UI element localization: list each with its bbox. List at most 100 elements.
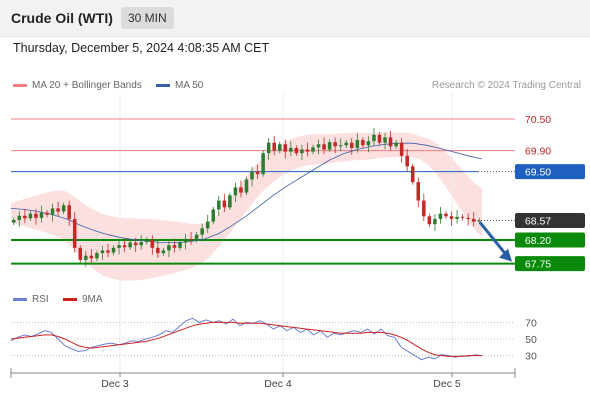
level-label-70-50: 70.50 (525, 114, 551, 126)
rsi-tick-label: 30 (525, 351, 537, 363)
legend-ma20: MA 20 + Bollinger Bands (13, 80, 142, 91)
legend-rsi-ma-label: 9MA (82, 294, 103, 305)
candle-body (272, 142, 276, 151)
candle-body (366, 141, 371, 146)
candle-body (383, 137, 387, 143)
candle-body (144, 239, 149, 243)
candle-body (277, 144, 282, 151)
candle-body (466, 217, 470, 219)
candle-body (200, 228, 204, 235)
candle-body (28, 213, 33, 219)
level-tag-67-75 (515, 256, 585, 272)
candle-body (416, 182, 421, 201)
rsi-ma-line (10, 321, 482, 357)
candle-body (377, 134, 382, 143)
candle-body (405, 155, 409, 167)
level-tag-69-50 (515, 164, 585, 180)
candle-body (311, 147, 315, 152)
level-label-68-20: 68.20 (525, 235, 551, 247)
candle-body (156, 247, 160, 254)
candle-body (50, 208, 55, 215)
candle-body (228, 195, 232, 208)
candle-body (438, 213, 443, 219)
interval-badge[interactable]: 30 MIN (121, 7, 174, 29)
candle-body (266, 142, 271, 154)
candle-body (150, 239, 155, 248)
candle-body (78, 247, 83, 260)
rsi-ma-swatch (63, 297, 77, 301)
candle-body (327, 142, 332, 150)
candle-body (133, 242, 138, 246)
candle-body (111, 247, 116, 253)
candle-body (84, 255, 88, 260)
candle-body (433, 218, 437, 225)
candle-body (294, 147, 299, 154)
legend-ma50-label: MA 50 (175, 80, 204, 91)
candle-body (261, 153, 265, 175)
legend-ma20-label: MA 20 + Bollinger Bands (32, 80, 142, 91)
candle-body (11, 219, 16, 223)
candle-body (189, 238, 193, 240)
ma50-swatch (156, 83, 170, 87)
candle-body (89, 255, 94, 259)
candle-body (477, 220, 482, 222)
candle-body (289, 147, 293, 152)
legend-rsi: RSI (13, 294, 49, 305)
candle-body (106, 250, 110, 253)
candle-body (167, 245, 171, 251)
header-bar: Crude Oil (WTI) 30 MIN (0, 0, 590, 37)
rsi-line (10, 317, 483, 361)
candle-body (178, 242, 182, 248)
candle-body (444, 213, 448, 217)
candle-body (455, 216, 459, 219)
candle-body (410, 166, 415, 183)
candle-body (355, 140, 360, 148)
candle-body (394, 142, 398, 147)
candle-body (300, 149, 304, 154)
candle-body (117, 245, 121, 248)
candle-body (322, 144, 326, 150)
candle-body (471, 218, 476, 222)
candle-body (39, 212, 44, 218)
candle-body (305, 149, 310, 152)
candle-body (17, 215, 22, 220)
rsi-tick-label: 70 (525, 317, 537, 329)
candle-body (372, 134, 376, 142)
candle-body (161, 250, 166, 254)
candle-body (100, 250, 105, 254)
candle-body (122, 245, 127, 248)
candle-body (139, 242, 143, 246)
level-label-67-75: 67.75 (525, 259, 551, 271)
candle-body (233, 187, 238, 196)
timestamp: Thursday, December 5, 2024 4:08:35 AM CE… (13, 41, 270, 55)
candle-body (61, 205, 66, 212)
candle-body (399, 142, 404, 156)
level-label-69-50: 69.50 (525, 167, 551, 179)
candle-body (255, 171, 260, 175)
candle-body (283, 144, 288, 152)
legend-rsi-ma: 9MA (63, 294, 103, 305)
candle-body (350, 142, 354, 148)
candle-body (388, 137, 393, 147)
level-label-69-90: 69.90 (525, 146, 551, 158)
instrument-title: Crude Oil (WTI) (11, 10, 113, 26)
candle-body (460, 216, 465, 218)
forecast-arrow-head (499, 248, 512, 262)
candle-body (72, 218, 77, 248)
legend-ma50: MA 50 (156, 80, 203, 91)
candle-body (244, 179, 249, 193)
candle-body (333, 142, 337, 147)
candle-body (239, 187, 243, 193)
candle-body (361, 140, 365, 146)
x-tick-label: Dec 4 (264, 378, 292, 390)
candle-body (23, 215, 27, 219)
x-tick-label: Dec 3 (101, 378, 129, 390)
candle-body (67, 205, 71, 219)
candle-body (205, 221, 210, 229)
level-tag-68-57 (515, 212, 585, 228)
candle-body (217, 200, 221, 210)
candle-body (250, 171, 254, 180)
candle-body (172, 245, 177, 248)
rsi-tick-label: 50 (525, 334, 537, 346)
level-tag-68-20 (515, 232, 585, 248)
